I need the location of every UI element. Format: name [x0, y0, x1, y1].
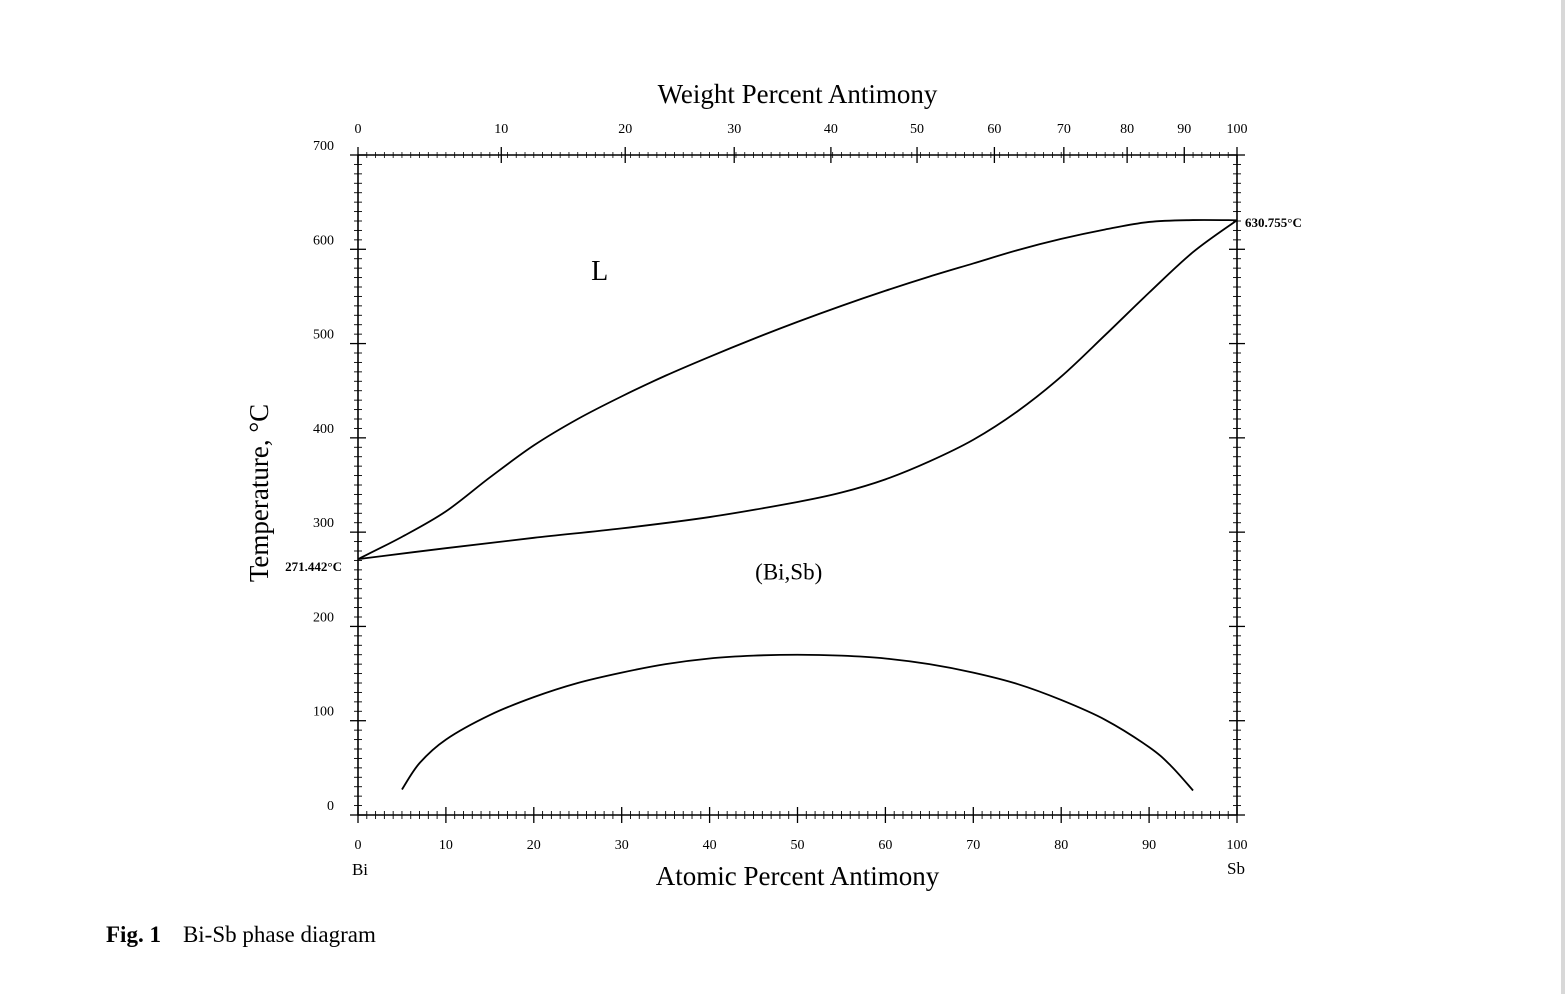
- x-tick-label: 100: [1227, 838, 1248, 853]
- x2-tick-label: 30: [727, 122, 741, 137]
- x2-tick-label: 50: [910, 122, 924, 137]
- x2-axis-title: Weight Percent Antimony: [658, 79, 938, 109]
- x-tick-label: 80: [1054, 838, 1068, 853]
- x2-tick-label: 60: [987, 122, 1001, 137]
- figure-caption: Fig. 1 Bi-Sb phase diagram: [106, 922, 376, 948]
- x2-tick-label: 100: [1227, 122, 1248, 137]
- x-tick-label: 40: [703, 838, 717, 853]
- figure-caption-text: Bi-Sb phase diagram: [182, 922, 376, 947]
- y-tick-label: 0: [327, 799, 334, 814]
- region-label-liquid: L: [591, 256, 608, 287]
- x-tick-label: 70: [966, 838, 980, 853]
- y-tick-label: 300: [313, 516, 334, 531]
- y-tick-label: 200: [313, 610, 334, 625]
- x-tick-label: 0: [355, 838, 362, 853]
- y-tick-label: 100: [313, 705, 334, 720]
- x-tick-label: 90: [1142, 838, 1156, 853]
- figure-label: Fig. 1: [106, 922, 161, 947]
- y-tick-label: 500: [313, 328, 334, 343]
- y-tick-label: 400: [313, 422, 334, 437]
- x-tick-label: 60: [878, 838, 892, 853]
- x2-tick-label: 80: [1120, 122, 1134, 137]
- x-axis-title: Atomic Percent Antimony: [656, 861, 940, 891]
- x2-tick-label: 70: [1057, 122, 1071, 137]
- x2-tick-label: 90: [1177, 122, 1191, 137]
- x-tick-label: 30: [615, 838, 629, 853]
- x-tick-label: 50: [791, 838, 805, 853]
- y-tick-label: 600: [313, 233, 334, 248]
- miscibility-gap-curve: [401, 653, 1194, 792]
- x2-tick-label: 0: [355, 122, 362, 137]
- melting-point-label-sb: 630.755°C: [1245, 215, 1302, 230]
- x-tick-label: 10: [439, 838, 453, 853]
- page-edge-divider: [1561, 0, 1565, 994]
- x-tick-label: 20: [527, 838, 541, 853]
- x2-tick-label: 10: [494, 122, 508, 137]
- x2-tick-label: 20: [618, 122, 632, 137]
- melting-point-label-bi: 271.442°C: [285, 559, 342, 574]
- x2-tick-label: 40: [824, 122, 838, 137]
- liquidus-curve: [357, 219, 1238, 560]
- y-tick-label: 700: [313, 139, 334, 154]
- y-axis-title: Temperature, °C: [244, 404, 274, 582]
- x-end-label-left: Bi: [352, 860, 368, 879]
- solidus-curve: [357, 219, 1238, 561]
- x-end-label-right: Sb: [1227, 859, 1245, 878]
- region-label-solid-solution: (Bi,Sb): [755, 560, 822, 585]
